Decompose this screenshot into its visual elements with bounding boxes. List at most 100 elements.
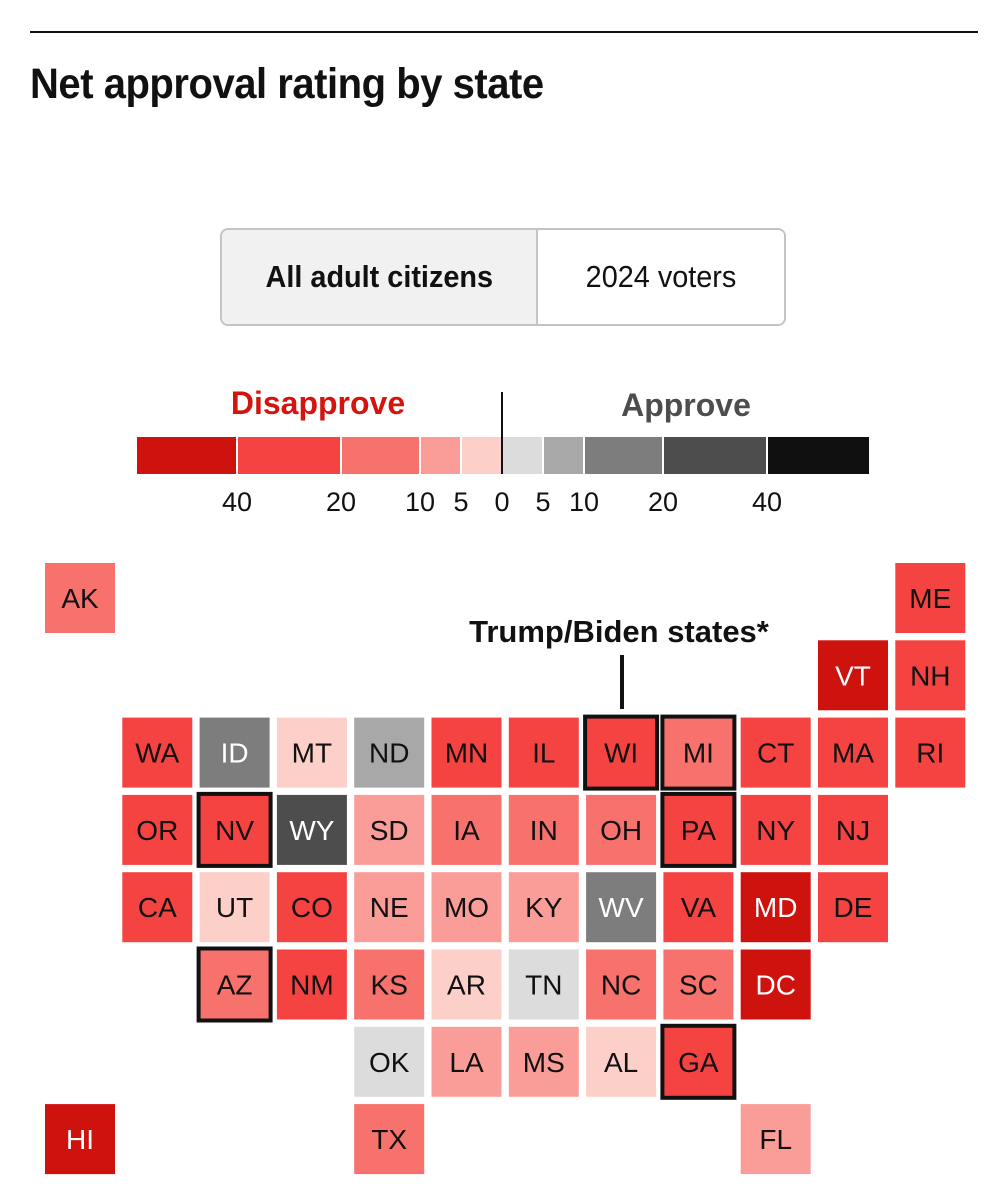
tile-fill xyxy=(586,794,657,865)
tile-fill xyxy=(740,1104,811,1175)
tile-fill xyxy=(663,872,734,943)
toggle-label: 2024 voters xyxy=(585,259,737,294)
state-tile-il: IL xyxy=(508,717,579,788)
battleground-outline xyxy=(660,714,737,791)
tile-label: NV xyxy=(215,815,254,846)
toggle-all-adult-citizens[interactable]: All adult citizens xyxy=(222,230,538,324)
state-tile-mn: MN xyxy=(431,717,502,788)
state-tile-al: AL xyxy=(586,1026,657,1097)
state-tile-ca: CA xyxy=(122,872,193,943)
color-legend: Disapprove Approve 40 20 10 5 0 5 10 20 40 xyxy=(137,385,869,517)
legend-tick-label: 5 xyxy=(453,487,468,517)
tile-fill xyxy=(508,794,579,865)
legend-bin xyxy=(768,437,869,474)
state-tile-mo: MO xyxy=(431,872,502,943)
tile-fill xyxy=(199,949,270,1020)
tile-label: WV xyxy=(599,892,644,923)
tile-label: IN xyxy=(530,815,558,846)
tile-fill xyxy=(818,640,888,711)
trump-biden-annotation: Trump/Biden states* xyxy=(469,614,770,709)
legend-tick-label: 10 xyxy=(569,487,599,517)
tile-label: FL xyxy=(759,1124,792,1155)
tile-fill xyxy=(586,949,657,1020)
state-tile-me: ME xyxy=(895,563,966,633)
state-tile-map: AK ME VT NH WA ID MT ND MN IL WI MI CT MA RI OR NV WY SD IA… xyxy=(45,563,966,1175)
tile-label: UT xyxy=(216,892,253,923)
tile-label: VA xyxy=(681,892,717,923)
tile-fill xyxy=(199,872,270,943)
tile-label: GA xyxy=(678,1047,719,1078)
tile-fill xyxy=(895,717,966,788)
tile-fill xyxy=(508,1026,579,1097)
tile-label: MI xyxy=(683,738,714,769)
legend-approve-label: Approve xyxy=(621,387,751,423)
tile-label: NH xyxy=(910,660,950,691)
state-tile-nh: NH xyxy=(895,640,966,711)
tile-fill xyxy=(122,717,193,788)
battleground-outline xyxy=(660,791,737,868)
tile-label: KS xyxy=(371,970,408,1001)
legend-tick-label: 5 xyxy=(535,487,550,517)
tile-label: AL xyxy=(604,1047,638,1078)
state-tile-nj: NJ xyxy=(818,794,888,865)
legend-bin xyxy=(585,437,662,474)
tile-fill xyxy=(740,949,811,1020)
state-tile-or: OR xyxy=(122,794,193,865)
legend-tick-label: 40 xyxy=(752,487,782,517)
toggle-label: All adult citizens xyxy=(265,259,493,294)
tile-fill xyxy=(818,872,888,943)
legend-bin xyxy=(421,437,460,474)
legend-tick-label: 0 xyxy=(494,487,509,517)
tile-label: LA xyxy=(449,1047,484,1078)
legend-bin xyxy=(503,437,542,474)
tile-fill xyxy=(354,872,425,943)
tile-label: CA xyxy=(138,892,177,923)
tile-label: NY xyxy=(756,815,795,846)
tile-label: DE xyxy=(834,892,873,923)
state-tile-ut: UT xyxy=(199,872,270,943)
tile-fill xyxy=(122,872,193,943)
tile-fill xyxy=(199,717,270,788)
tile-fill xyxy=(508,717,579,788)
tile-label: OK xyxy=(369,1047,410,1078)
population-toggle: All adult citizens 2024 voters xyxy=(220,228,786,326)
battleground-outline xyxy=(660,1023,737,1100)
tile-fill xyxy=(276,872,347,943)
state-tile-de: DE xyxy=(818,872,888,943)
toggle-2024-voters[interactable]: 2024 voters xyxy=(538,230,784,324)
legend-tick-label: 40 xyxy=(222,487,252,517)
legend-tick-label: 10 xyxy=(405,487,435,517)
annotation-label: Trump/Biden states* xyxy=(469,614,770,649)
tile-fill xyxy=(45,1104,115,1175)
state-tile-hi: HI xyxy=(45,1104,115,1175)
state-tile-mt: MT xyxy=(276,717,347,788)
tile-label: OH xyxy=(600,815,642,846)
tile-fill xyxy=(431,949,502,1020)
tile-fill xyxy=(276,717,347,788)
tile-label: RI xyxy=(916,738,944,769)
tile-label: MA xyxy=(832,738,874,769)
state-tile-tn: TN xyxy=(508,949,579,1020)
state-tile-dc: DC xyxy=(740,949,811,1020)
state-tile-ny: NY xyxy=(740,794,811,865)
tile-label: CO xyxy=(291,892,333,923)
tile-fill xyxy=(586,1026,657,1097)
state-tile-ga: GA xyxy=(663,1026,734,1097)
tile-fill xyxy=(199,794,270,865)
tile-fill xyxy=(431,1026,502,1097)
tile-fill xyxy=(508,949,579,1020)
state-tile-vt: VT xyxy=(818,640,888,711)
battleground-outline xyxy=(583,714,660,791)
tile-label: WA xyxy=(135,738,179,769)
legend-tick-label: 20 xyxy=(648,487,678,517)
tile-fill xyxy=(354,1026,425,1097)
state-tile-ma: MA xyxy=(818,717,888,788)
tile-label: NM xyxy=(290,970,334,1001)
state-tile-fl: FL xyxy=(740,1104,811,1175)
tile-label: SD xyxy=(370,815,409,846)
state-tile-nm: NM xyxy=(276,949,347,1020)
state-tile-ct: CT xyxy=(740,717,811,788)
tile-label: NC xyxy=(601,970,641,1001)
battleground-outline xyxy=(196,946,273,1023)
